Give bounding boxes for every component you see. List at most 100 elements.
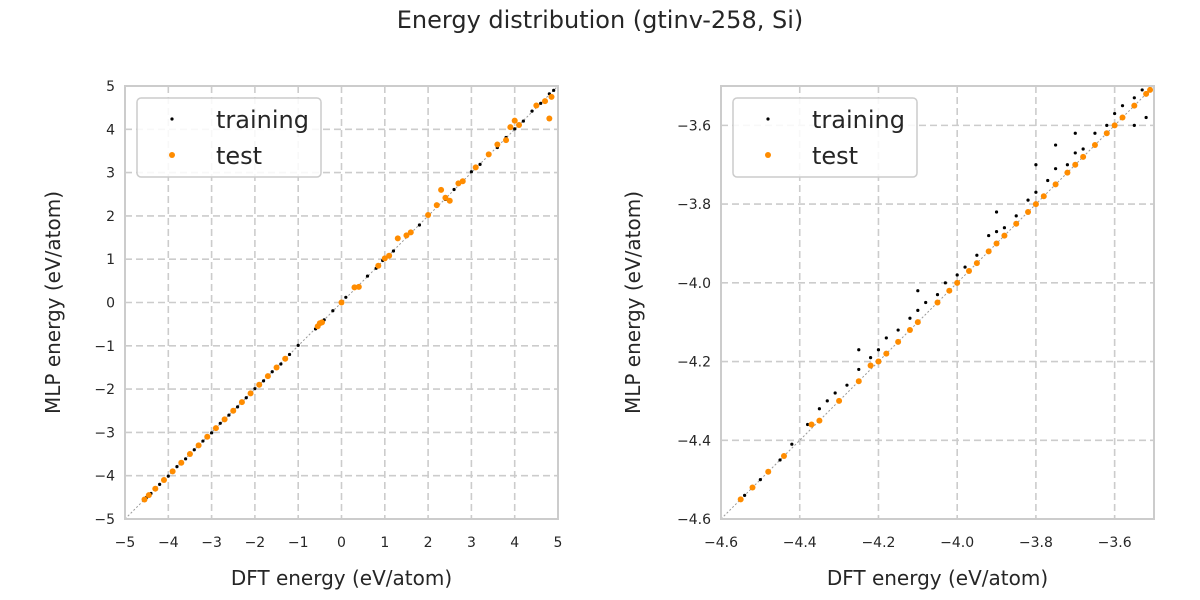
- test-point: [195, 442, 202, 449]
- test-point: [780, 453, 787, 460]
- x-tick-label: −4: [158, 535, 179, 551]
- test-point: [494, 141, 501, 148]
- training-point: [790, 442, 794, 446]
- training-point: [778, 458, 782, 462]
- y-tick-label: −3.6: [677, 118, 711, 134]
- legend-label-test: test: [216, 142, 262, 170]
- training-point: [833, 391, 837, 395]
- training-point: [975, 253, 979, 257]
- x-tick-label: 2: [424, 535, 433, 551]
- legend-marker-test: [169, 152, 175, 158]
- training-point: [287, 352, 292, 357]
- test-point: [985, 248, 992, 255]
- training-point: [743, 493, 747, 497]
- training-point: [955, 273, 959, 277]
- test-point: [507, 124, 514, 131]
- test-point: [256, 381, 263, 388]
- test-point: [459, 178, 466, 185]
- test-point: [546, 115, 553, 122]
- training-point: [552, 88, 556, 92]
- test-point: [1040, 193, 1047, 200]
- test-point: [282, 355, 289, 362]
- test-point: [855, 378, 862, 385]
- test-point: [973, 260, 980, 267]
- x-tick-label: 3: [467, 535, 476, 551]
- test-point: [1147, 86, 1154, 93]
- test-point: [895, 338, 902, 345]
- training-point: [478, 162, 482, 166]
- y-tick-label: 3: [106, 166, 115, 182]
- test-point: [169, 468, 176, 475]
- test-point: [993, 240, 1000, 247]
- training-point: [391, 249, 396, 253]
- test-point: [965, 268, 972, 275]
- test-point: [273, 364, 280, 371]
- test-point: [1025, 208, 1032, 215]
- x-tick-label: −4.4: [783, 535, 817, 551]
- test-point: [765, 468, 772, 475]
- test-point: [212, 425, 219, 432]
- x-tick-label: −3.6: [1098, 535, 1132, 551]
- training-point: [1073, 131, 1077, 135]
- training-point: [218, 421, 222, 425]
- test-point: [749, 484, 756, 491]
- test-point: [442, 194, 449, 201]
- y-tick-label: −3.8: [677, 197, 711, 213]
- test-point: [381, 255, 388, 262]
- training-point: [1144, 115, 1148, 120]
- test-point: [533, 102, 540, 109]
- training-point: [158, 482, 162, 486]
- y-tick-label: −4.2: [677, 355, 711, 371]
- training-point: [344, 295, 348, 299]
- training-point: [235, 405, 240, 409]
- training-point: [884, 336, 888, 340]
- test-point: [394, 235, 401, 242]
- x-tick-label: −5: [115, 535, 136, 551]
- test-point: [934, 299, 941, 306]
- training-point: [417, 223, 422, 227]
- test-point: [1072, 161, 1079, 168]
- test-point: [1111, 122, 1118, 129]
- x-tick-label: −3: [201, 535, 222, 551]
- test-point: [875, 358, 882, 365]
- training-point: [331, 309, 335, 313]
- training-point: [1026, 198, 1030, 202]
- test-point: [264, 373, 271, 380]
- axes-frame: [720, 85, 1155, 520]
- test-series: [141, 93, 555, 503]
- x-tick-label: 5: [554, 535, 563, 551]
- y-tick-label: −3: [94, 425, 115, 441]
- training-point: [1132, 123, 1136, 127]
- training-point: [1105, 123, 1109, 127]
- training-point: [1120, 104, 1125, 108]
- training-point: [1002, 226, 1007, 230]
- test-point: [737, 496, 744, 503]
- training-point: [539, 101, 543, 105]
- y-tick-label: −4: [94, 469, 115, 485]
- y-tick-label: −4.0: [677, 276, 711, 292]
- training-point: [994, 230, 999, 234]
- legend-label-training: training: [812, 106, 905, 134]
- test-point: [511, 117, 518, 124]
- test-point: [906, 327, 913, 334]
- test-point: [548, 93, 555, 100]
- training-point: [279, 362, 283, 366]
- training-point: [943, 281, 947, 285]
- training-point: [987, 233, 991, 238]
- x-tick-label: −2: [245, 535, 266, 551]
- test-point: [355, 283, 362, 290]
- training-point: [452, 187, 456, 192]
- test-point: [160, 477, 167, 484]
- training-point: [1014, 214, 1018, 218]
- test-point: [386, 252, 393, 259]
- training-point: [876, 348, 881, 352]
- test-point: [954, 279, 961, 286]
- training-point: [1093, 131, 1097, 135]
- training-point: [201, 439, 205, 443]
- y-tick-label: 5: [106, 79, 115, 95]
- test-point: [516, 121, 523, 128]
- y-tick-label: −4.6: [677, 512, 711, 528]
- training-point: [758, 478, 762, 482]
- training-point: [1132, 96, 1136, 100]
